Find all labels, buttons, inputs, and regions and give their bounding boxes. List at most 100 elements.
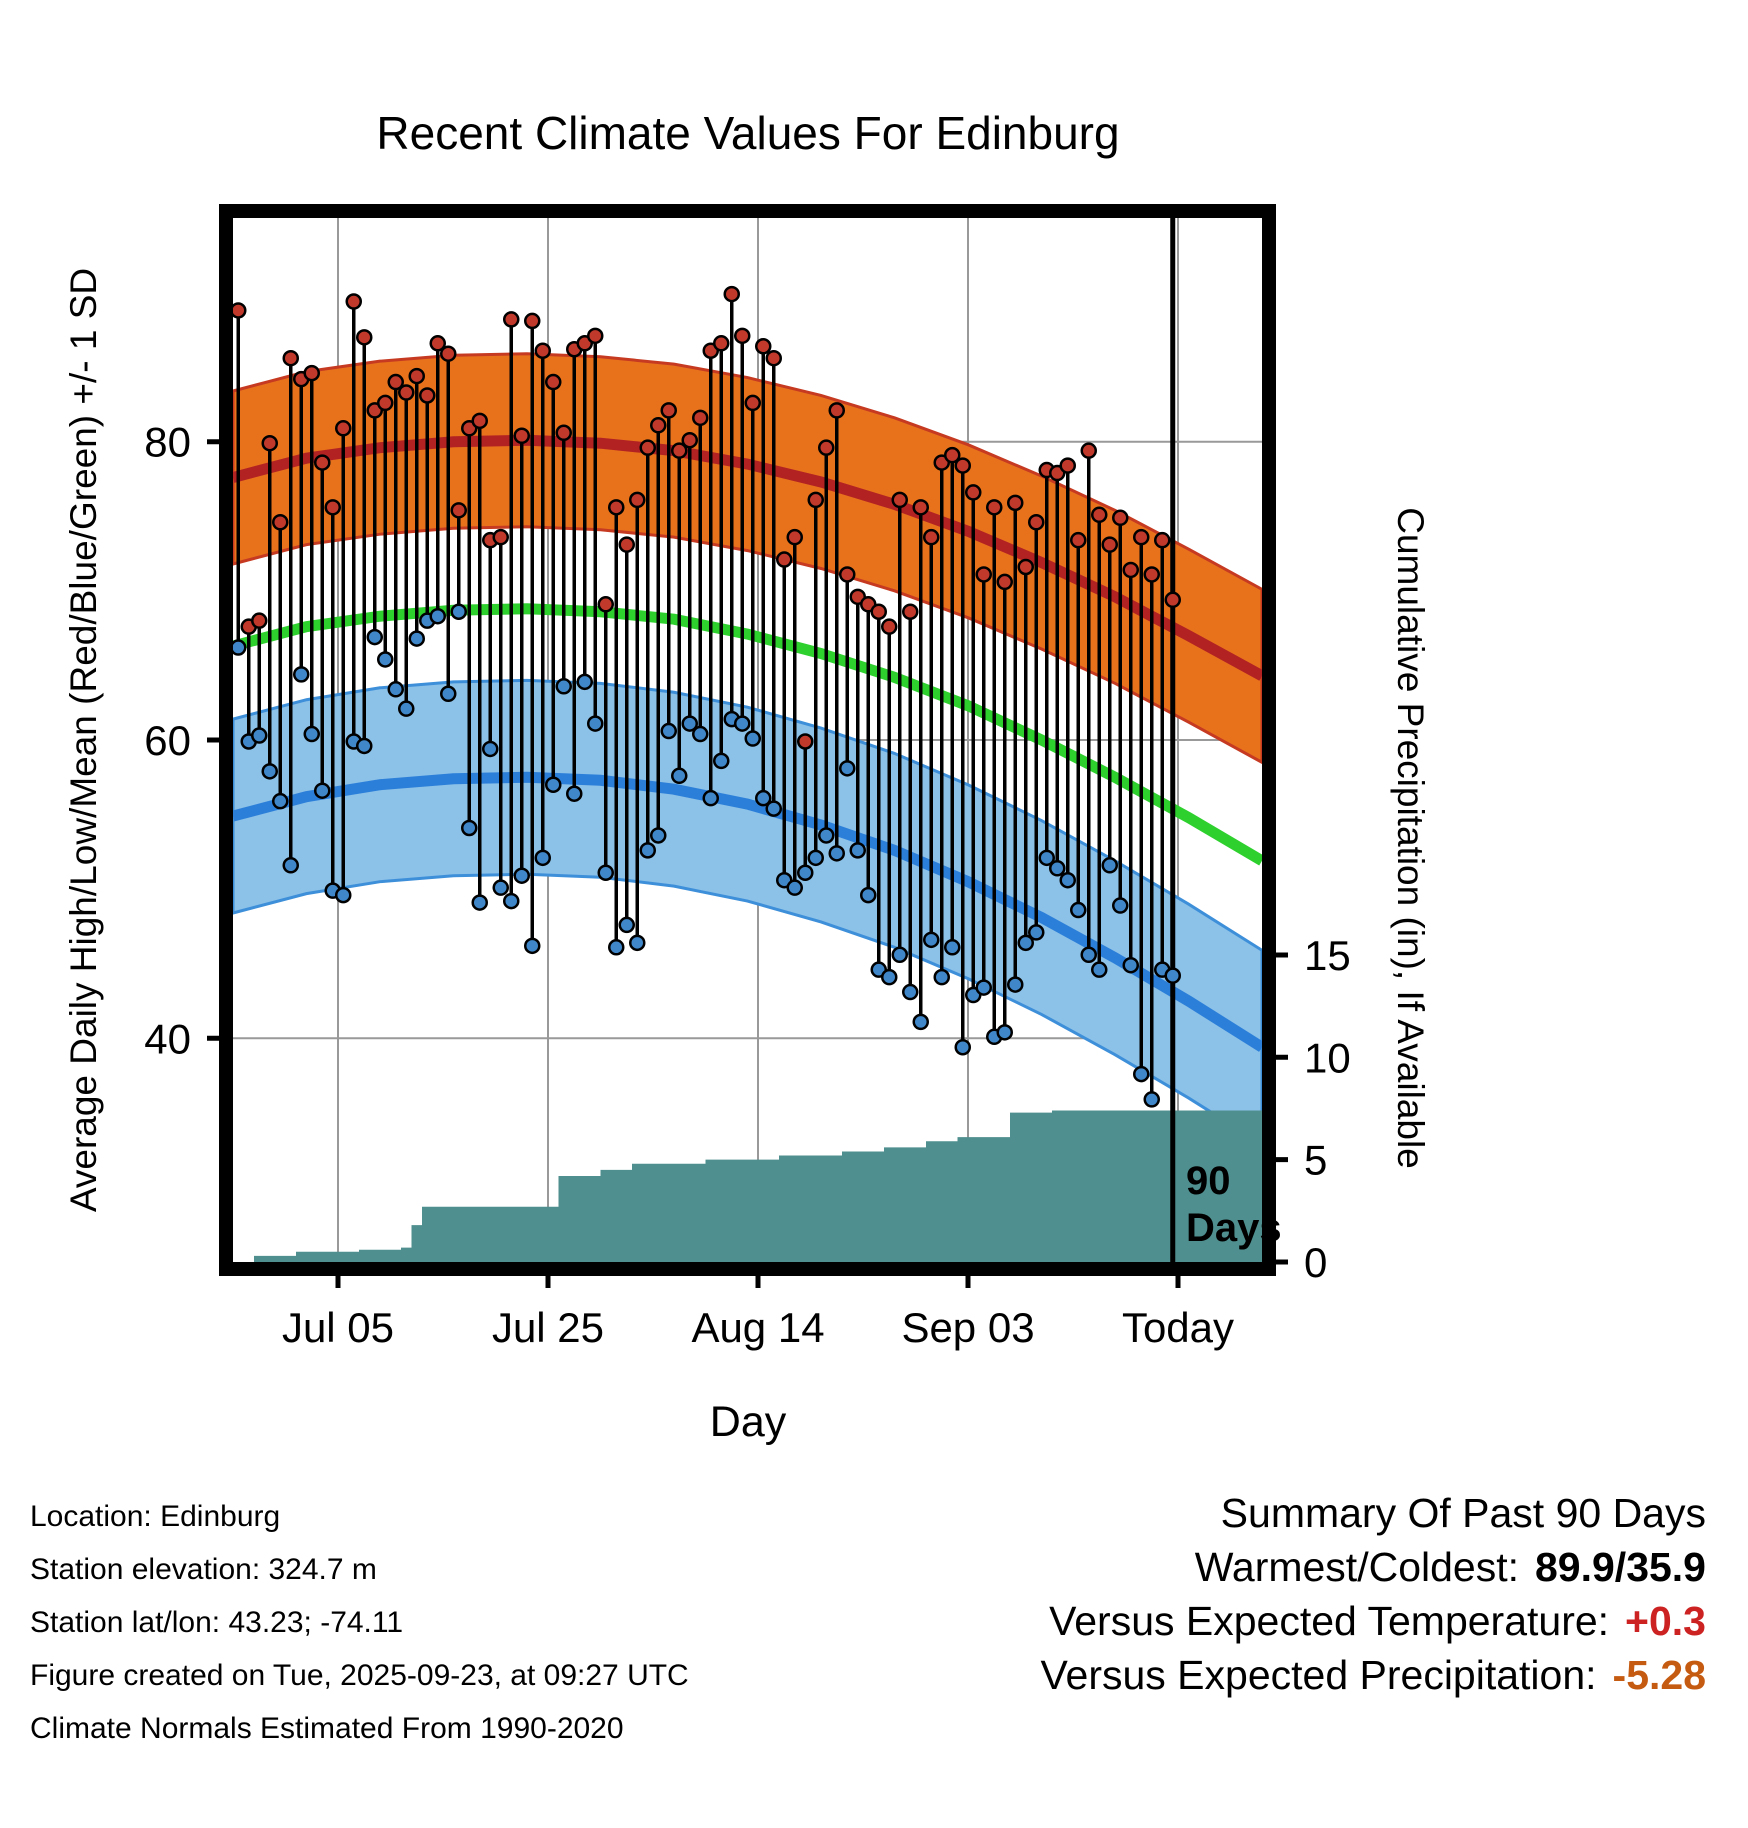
daily-high-dot (398, 384, 415, 401)
daily-low-dot (545, 776, 562, 793)
daily-high-dot (408, 367, 425, 385)
daily-low-dot (576, 673, 593, 691)
daily-low-dot (954, 1038, 971, 1056)
y-tick-label-right: 10 (1304, 1034, 1351, 1081)
daily-low-dot (912, 1013, 929, 1031)
ninety-days-line2: Days (1186, 1206, 1282, 1250)
daily-low-dot (429, 607, 446, 625)
daily-high-dot (870, 603, 887, 620)
daily-low-dot (713, 752, 730, 770)
daily-high-dot (1028, 514, 1045, 531)
figure-created: Figure created on Tue, 2025-09-23, at 09… (30, 1659, 689, 1692)
daily-low-dot (503, 892, 520, 910)
x-tick-label: Today (1122, 1304, 1234, 1351)
daily-high-dot (786, 528, 803, 546)
daily-high-dot (618, 536, 635, 553)
daily-low-dot (450, 603, 467, 620)
y-tick-label-left: 40 (144, 1015, 191, 1062)
daily-low-dot (1049, 860, 1066, 877)
daily-low-dot (702, 789, 719, 807)
daily-high-dot (1059, 457, 1076, 474)
daily-high-dot (671, 442, 688, 459)
daily-high-dot (597, 596, 614, 613)
daily-low-dot (734, 715, 751, 732)
daily-low-dot (681, 715, 698, 732)
daily-high-dot (975, 566, 992, 583)
daily-high-dot (335, 420, 352, 437)
daily-low-dot (1122, 956, 1139, 974)
daily-low-dot (314, 782, 331, 799)
summary-heading: Summary Of Past 90 Days (1220, 1490, 1706, 1536)
daily-low-dot (1143, 1091, 1160, 1108)
daily-high-dot (555, 424, 572, 442)
station-latlon: Station lat/lon: 43.23; -74.11 (30, 1606, 404, 1639)
daily-high-dot (965, 484, 982, 501)
daily-low-dot (608, 939, 625, 956)
daily-high-dot (251, 612, 268, 629)
daily-high-dot (545, 373, 562, 391)
y-tick-label-right: 15 (1304, 932, 1351, 979)
daily-low-dot (534, 849, 551, 867)
daily-high-dot (1133, 528, 1150, 546)
daily-high-dot (303, 364, 320, 382)
daily-high-dot (524, 312, 541, 330)
daily-low-dot (261, 763, 278, 780)
daily-low-dot (996, 1024, 1013, 1041)
daily-high-dot (1122, 561, 1139, 579)
daily-low-dot (587, 715, 604, 732)
daily-high-dot (996, 573, 1013, 591)
daily-low-dot (440, 685, 457, 703)
daily-low-dot (618, 916, 635, 934)
x-axis-label: Day (709, 1398, 787, 1446)
daily-low-dot (765, 800, 782, 817)
daily-low-dot (692, 725, 709, 743)
daily-high-dot (534, 342, 551, 359)
warmest-coldest-label: Warmest/Coldest: (1194, 1544, 1519, 1590)
daily-high-dot (513, 427, 530, 444)
low-temp-band (231, 678, 1264, 1147)
daily-low-dot (398, 700, 415, 717)
x-tick-label: Jul 05 (282, 1304, 394, 1351)
daily-low-dot (597, 864, 614, 881)
daily-high-dot (818, 439, 835, 456)
daily-low-dot (1038, 849, 1055, 867)
y-tick-label-left: 80 (144, 419, 191, 466)
daily-high-dot (713, 335, 730, 352)
daily-high-dot (734, 327, 751, 345)
daily-high-dot (776, 551, 793, 568)
daily-low-dot (975, 979, 992, 996)
daily-low-dot (366, 628, 383, 646)
daily-low-dot (639, 842, 656, 859)
daily-high-dot (765, 349, 782, 367)
daily-high-dot (692, 409, 709, 427)
daily-low-dot (492, 879, 509, 896)
daily-low-dot (335, 886, 352, 904)
vs-temp-row: Versus Expected Temperature: +0.3 (1040, 1594, 1706, 1648)
daily-high-dot (1154, 531, 1171, 549)
daily-high-dot (839, 566, 856, 583)
daily-low-dot (303, 725, 320, 743)
daily-low-dot (293, 666, 310, 683)
daily-high-dot (681, 431, 698, 449)
daily-high-dot (1112, 509, 1129, 527)
daily-high-dot (314, 454, 331, 471)
daily-low-dot (1059, 871, 1076, 889)
daily-high-dot (282, 349, 299, 367)
y-tick-label-right: 5 (1304, 1137, 1327, 1184)
daily-high-dot (440, 345, 457, 362)
daily-high-dot (503, 311, 520, 328)
daily-low-dot (671, 767, 688, 785)
y-tick-label-right: 0 (1304, 1239, 1327, 1286)
warmest-coldest-value: 89.9/35.9 (1535, 1544, 1706, 1590)
daily-high-dot (723, 285, 740, 303)
daily-high-dot (660, 402, 677, 419)
daily-low-dot (944, 939, 961, 956)
daily-high-dot (356, 329, 373, 346)
daily-low-dot (1080, 946, 1097, 964)
y-tick-label-left: 60 (144, 717, 191, 764)
daily-high-dot (471, 412, 488, 430)
daily-high-dot (1070, 531, 1087, 549)
x-tick-label: Sep 03 (901, 1304, 1034, 1351)
daily-low-dot (471, 894, 488, 911)
daily-low-dot (1164, 967, 1181, 984)
